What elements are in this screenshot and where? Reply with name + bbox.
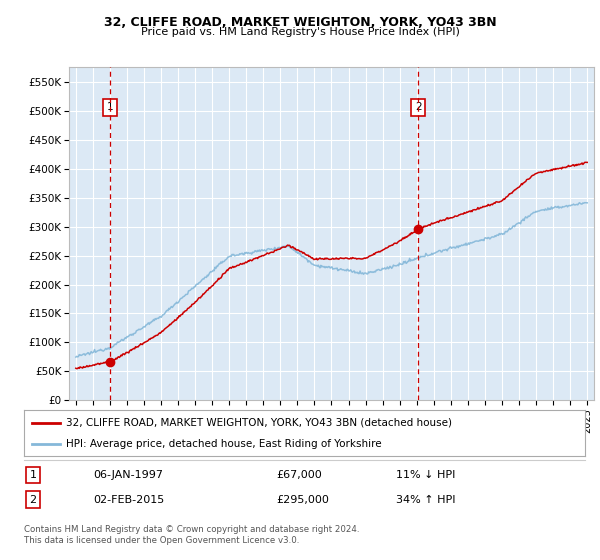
Text: £67,000: £67,000 <box>276 470 322 480</box>
Text: Contains HM Land Registry data © Crown copyright and database right 2024.
This d: Contains HM Land Registry data © Crown c… <box>24 525 359 545</box>
Text: 11% ↓ HPI: 11% ↓ HPI <box>396 470 455 480</box>
Text: 32, CLIFFE ROAD, MARKET WEIGHTON, YORK, YO43 3BN (detached house): 32, CLIFFE ROAD, MARKET WEIGHTON, YORK, … <box>66 418 452 428</box>
Text: 34% ↑ HPI: 34% ↑ HPI <box>396 494 455 505</box>
Text: 1: 1 <box>29 470 37 480</box>
Text: 02-FEB-2015: 02-FEB-2015 <box>93 494 164 505</box>
Text: £295,000: £295,000 <box>276 494 329 505</box>
Text: 32, CLIFFE ROAD, MARKET WEIGHTON, YORK, YO43 3BN: 32, CLIFFE ROAD, MARKET WEIGHTON, YORK, … <box>104 16 496 29</box>
Text: 1: 1 <box>107 102 114 112</box>
Text: Price paid vs. HM Land Registry's House Price Index (HPI): Price paid vs. HM Land Registry's House … <box>140 27 460 37</box>
Text: 2: 2 <box>29 494 37 505</box>
Text: HPI: Average price, detached house, East Riding of Yorkshire: HPI: Average price, detached house, East… <box>66 439 382 449</box>
Text: 06-JAN-1997: 06-JAN-1997 <box>93 470 163 480</box>
Text: 2: 2 <box>415 102 422 112</box>
